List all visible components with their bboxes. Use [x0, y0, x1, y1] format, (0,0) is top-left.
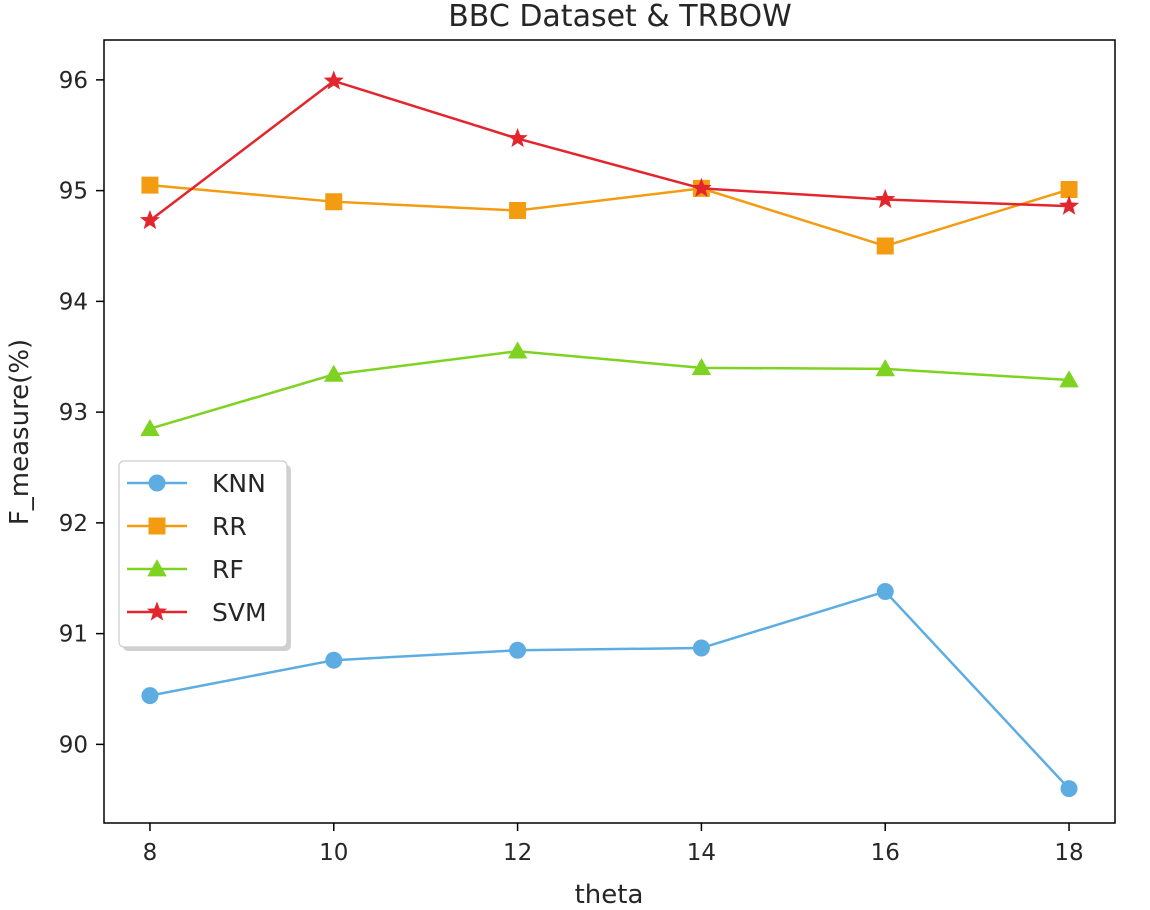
y-tick-label: 90: [59, 732, 88, 758]
data-point-knn: [1060, 780, 1078, 798]
series-line-svm: [149, 79, 1070, 222]
data-point-knn: [141, 687, 159, 705]
data-point-rr: [325, 193, 343, 211]
data-point-knn: [509, 641, 527, 659]
y-axis-label: F_measure(%): [5, 339, 35, 525]
chart-title: BBC Dataset & TRBOW: [448, 0, 792, 34]
legend-item-svm: SVM: [127, 598, 267, 627]
series-layer: [139, 70, 1080, 798]
data-point-knn: [876, 583, 894, 601]
legend-label-svm: SVM: [212, 598, 267, 627]
plot-frame: [103, 39, 1116, 824]
data-point-rf: [140, 418, 160, 437]
y-tick-label: 96: [59, 68, 88, 94]
y-tick-label: 95: [59, 179, 88, 205]
x-tick-label: 14: [687, 840, 716, 866]
y-tick-label: 94: [59, 289, 88, 315]
legend: KNN RR RF SVM: [118, 460, 291, 651]
y-tick-label: 93: [59, 400, 88, 426]
legend-label-knn: KNN: [212, 469, 266, 498]
data-point-rf: [323, 364, 344, 382]
data-point-svm: [507, 127, 528, 148]
x-axis-label: theta: [575, 880, 644, 910]
x-tick-label: 10: [319, 840, 348, 866]
series-line-rf: [149, 349, 1070, 430]
legend-item-rr: RR: [127, 512, 247, 541]
data-point-svm: [875, 188, 896, 209]
data-point-svm: [1058, 195, 1080, 215]
data-point-rf: [691, 358, 712, 376]
legend-box: [118, 460, 288, 648]
data-point-svm: [323, 70, 344, 90]
legend-item-rf: RF: [127, 555, 244, 584]
series-svm: [139, 70, 1080, 230]
x-axis-ticks: 8 10 12 14 16 18: [143, 823, 1084, 866]
legend-item-knn: KNN: [127, 469, 266, 498]
data-point-rr: [1060, 181, 1078, 199]
y-tick-label: 92: [59, 511, 88, 537]
series-rr: [141, 176, 1078, 255]
data-point-rf: [1059, 370, 1079, 388]
legend-label-rf: RF: [212, 555, 244, 584]
data-point-rr: [509, 202, 527, 220]
x-tick-label: 12: [503, 840, 532, 866]
legend-marker-knn: [148, 474, 166, 492]
data-point-svm: [139, 209, 161, 230]
data-point-knn: [325, 651, 343, 669]
data-point-knn: [692, 639, 710, 657]
y-tick-label: 91: [59, 622, 88, 648]
series-knn: [141, 583, 1078, 798]
y-axis-ticks: 90 91 92 93 94 95 96: [59, 68, 104, 758]
legend-marker-rr: [148, 517, 166, 535]
data-point-rr: [876, 237, 894, 255]
series-line-knn: [149, 590, 1070, 790]
data-point-svm: [691, 177, 712, 197]
legend-label-rr: RR: [212, 512, 247, 541]
data-point-rf: [507, 341, 528, 359]
x-tick-label: 16: [871, 840, 900, 866]
legend-marker-rf: [147, 559, 167, 577]
x-tick-label: 18: [1054, 840, 1083, 866]
x-tick-label: 8: [143, 840, 158, 866]
data-point-rf: [875, 359, 896, 377]
data-point-rr: [141, 176, 159, 194]
legend-marker-svm: [146, 601, 168, 621]
series-rf: [140, 341, 1079, 437]
series-line-rr: [149, 183, 1070, 248]
